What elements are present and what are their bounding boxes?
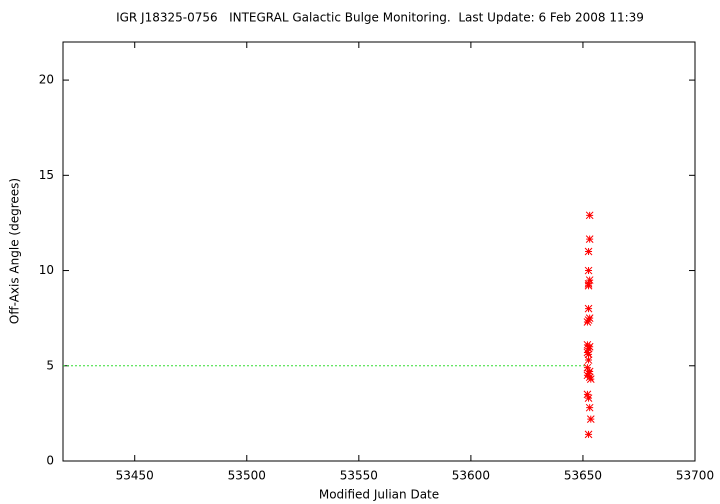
data-point: [584, 281, 593, 290]
data-point: [583, 348, 592, 357]
data-point: [585, 373, 594, 382]
data-point: [584, 394, 593, 403]
plot-frame: [62, 41, 696, 462]
data-point: [584, 316, 593, 324]
data-point: [586, 375, 595, 383]
y-tick-label: 15: [39, 168, 54, 182]
y-tick-label: 10: [39, 263, 54, 277]
data-point: [586, 415, 595, 423]
data-point: [584, 344, 593, 353]
y-tick-label: 20: [39, 73, 54, 87]
y-tick-label: 0: [46, 454, 54, 468]
data-point: [585, 276, 594, 284]
y-axis-label: Off-Axis Angle (degrees): [8, 178, 22, 324]
x-tick-label: 53550: [340, 469, 378, 483]
data-point: [584, 304, 593, 313]
data-point: [585, 342, 594, 351]
data-point: [585, 403, 594, 412]
data-point: [585, 367, 594, 376]
x-tick-label: 53600: [452, 469, 490, 483]
data-point: [585, 235, 594, 243]
data-point: [585, 211, 594, 220]
x-tick-label: 53700: [676, 469, 714, 483]
x-tick-label: 53500: [228, 469, 266, 483]
x-axis-label: Modified Julian Date: [319, 488, 439, 502]
chart-title: IGR J18325-0756 INTEGRAL Galactic Bulge …: [116, 11, 644, 25]
data-point: [584, 430, 593, 439]
data-point: [584, 266, 593, 275]
y-tick-label: 5: [46, 358, 54, 372]
x-tick-label: 53450: [116, 469, 154, 483]
data-point: [585, 314, 594, 323]
data-point: [583, 390, 592, 399]
x-tick-label: 53650: [564, 469, 602, 483]
data-point: [584, 369, 593, 378]
data-point: [584, 356, 593, 364]
data-point: [583, 318, 592, 326]
data-point: [583, 363, 592, 372]
data-point: [584, 247, 593, 256]
data-point: [584, 350, 593, 359]
